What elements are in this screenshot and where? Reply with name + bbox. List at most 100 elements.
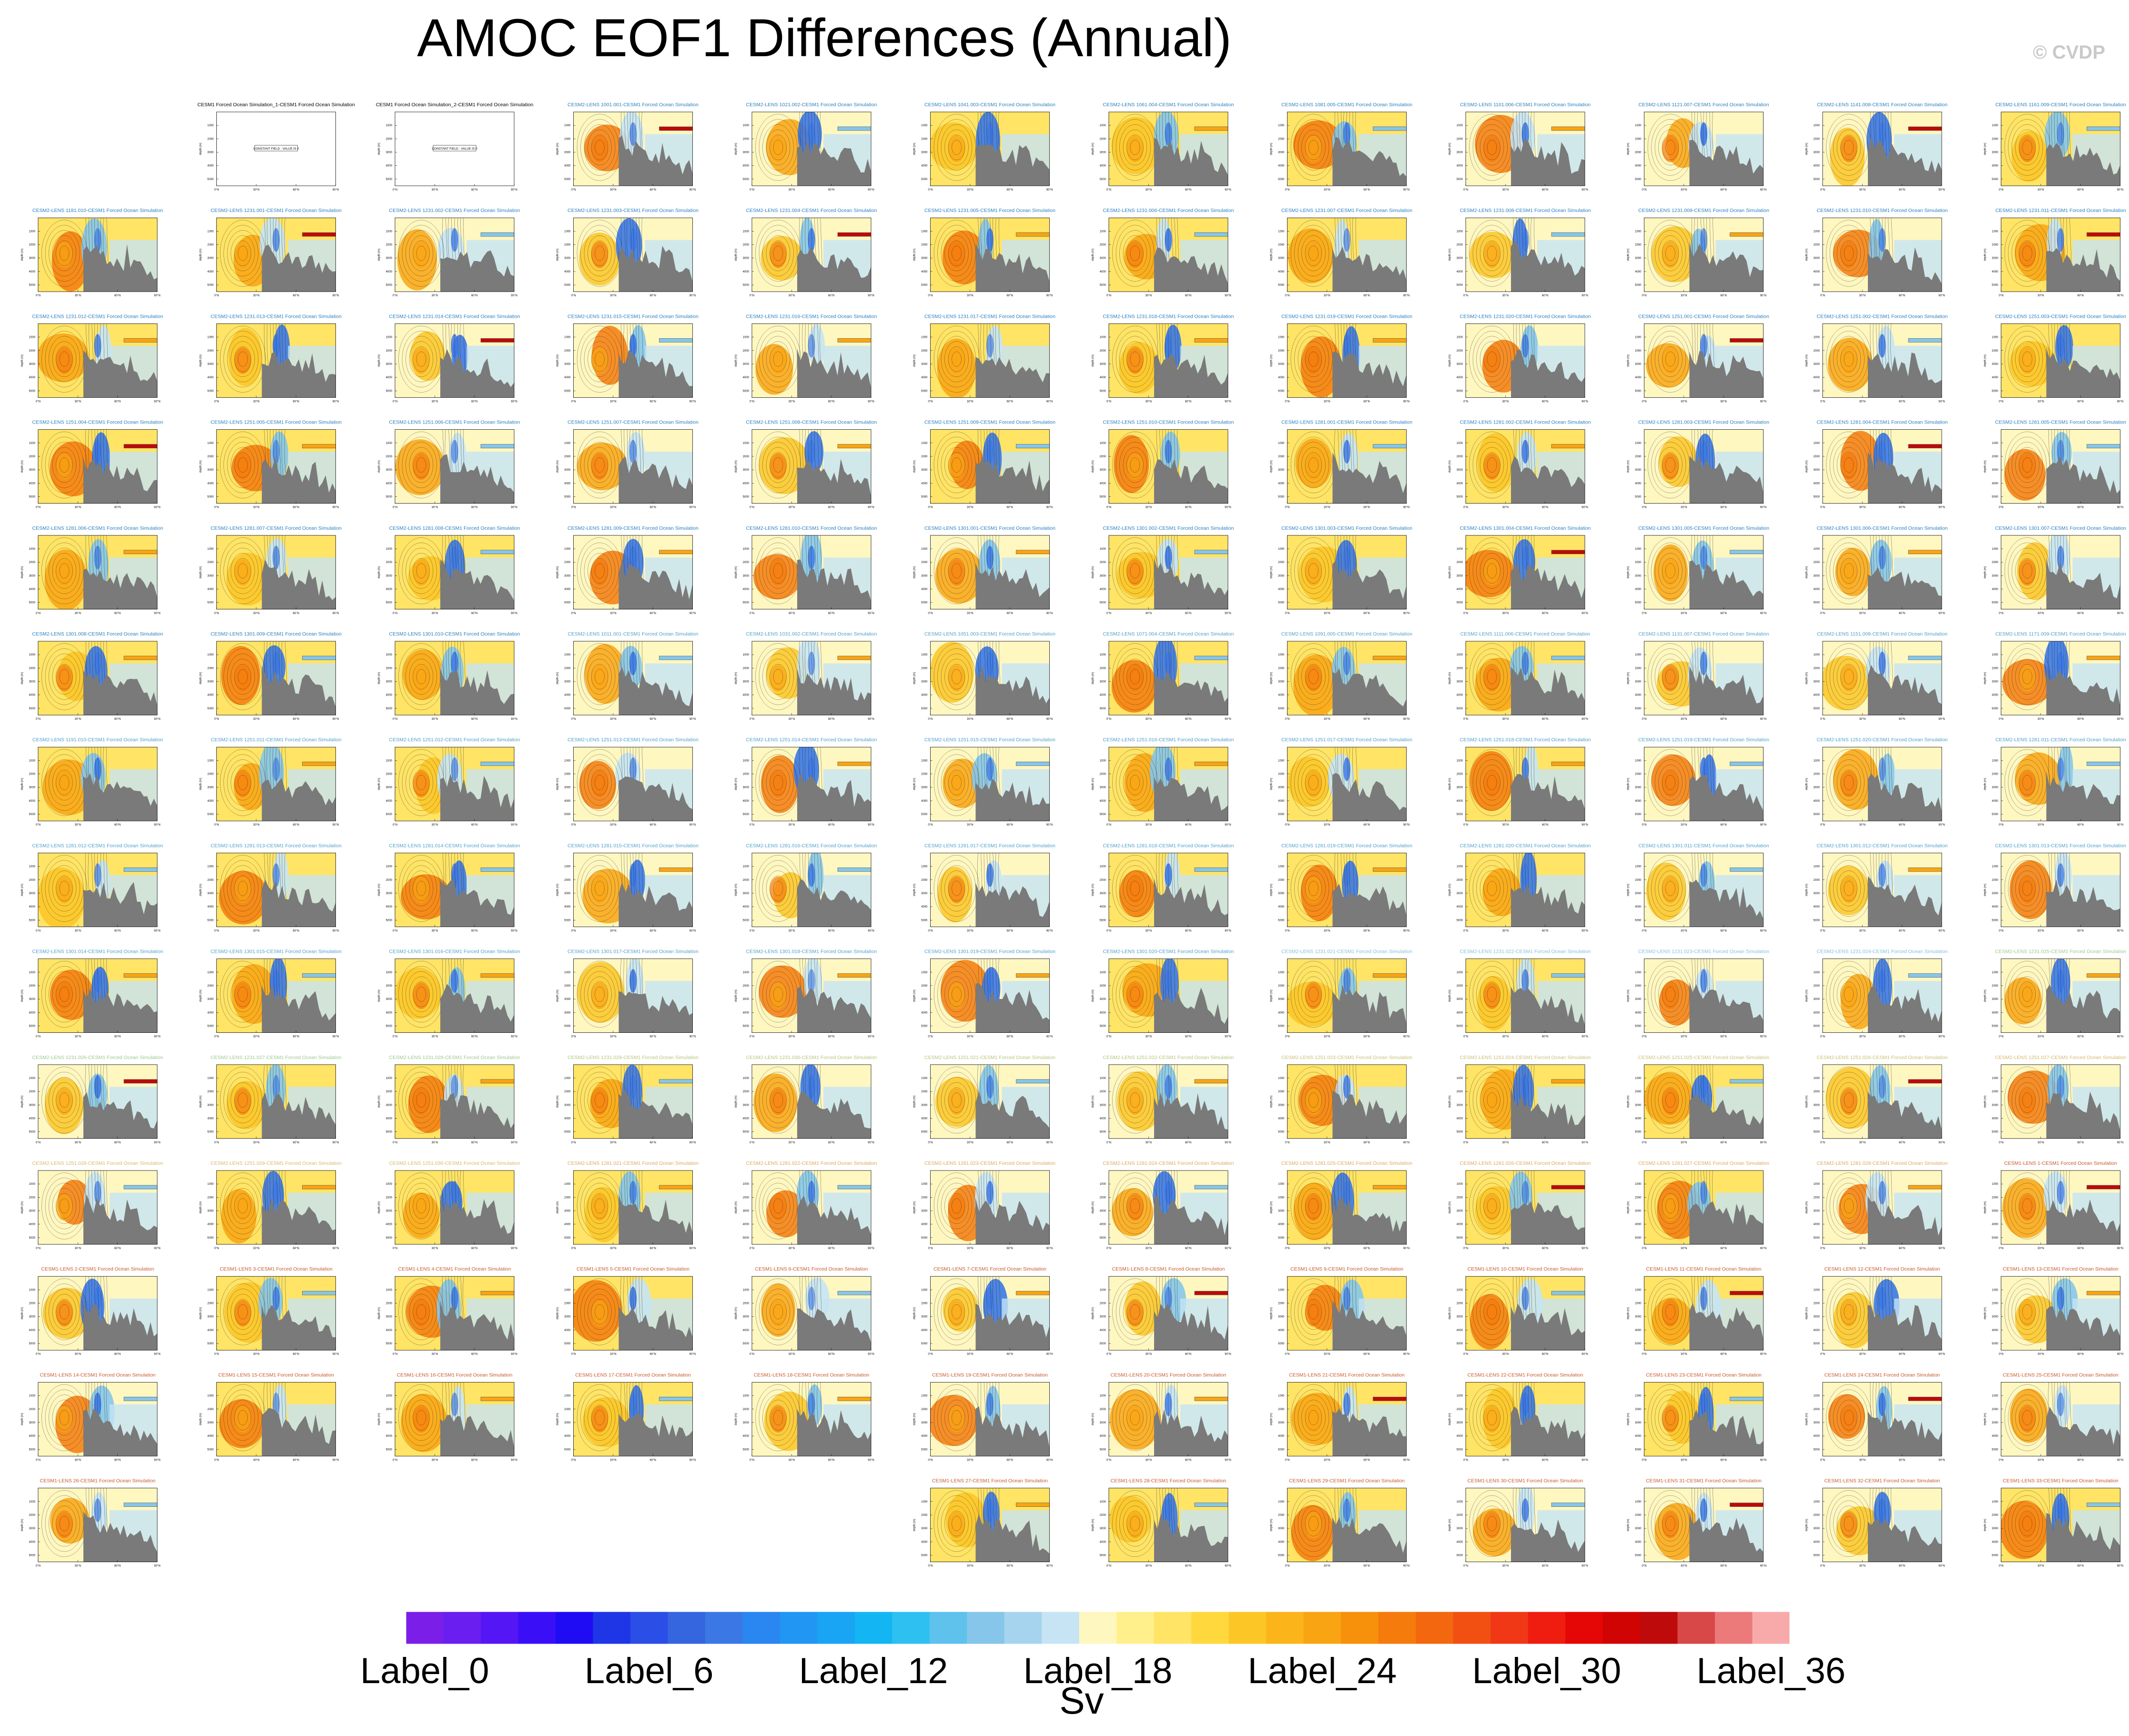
panel: CESM2-LENS 1251.010-CESM1 Forced Ocean S… [1092, 420, 1234, 509]
y-tick-label: 2000 [1100, 1196, 1106, 1199]
bathymetry [618, 776, 693, 821]
y-tick-label: 3000 [1814, 575, 1820, 577]
x-tick-label: 0°N [750, 400, 754, 403]
x-tick-label: 30°N [2038, 1565, 2044, 1568]
x-tick-label: 30°N [1681, 506, 1687, 509]
y-tick-label: 2000 [1635, 1408, 1642, 1411]
y-tick-label: 2000 [1814, 561, 1820, 564]
panel: CESM1-LENS 3-CESM1 Forced Ocean Simulati… [200, 1266, 339, 1356]
y-tick-label: 4000 [1457, 1541, 1463, 1544]
x-tick-label: 60°N [114, 718, 121, 721]
y-axis-label: depth (m) [21, 1519, 24, 1531]
panel-frame [216, 853, 336, 927]
y-tick-label: 1000 [921, 442, 928, 445]
panel-frame [930, 959, 1050, 1033]
panel-title: CESM2-LENS 1281.009-CESM1 Forced Ocean S… [568, 525, 699, 531]
y-axis-label: depth (m) [735, 1413, 738, 1425]
x-tick-label: 0°N [214, 1459, 219, 1462]
y-axis-label: depth (m) [1984, 989, 1987, 1002]
x-tick-label: 30°N [1859, 1141, 1865, 1144]
y-tick-label: 5000 [743, 707, 750, 710]
y-tick-label: 5000 [1992, 602, 1998, 605]
panel-plot [38, 959, 157, 1033]
x-tick-label: 0°N [1998, 294, 2003, 297]
y-tick-label: 4000 [386, 588, 393, 591]
panel: CESM2-LENS 1301.014-CESM1 Forced Ocean S… [21, 949, 163, 1039]
panel-title: CESM2-LENS 1281.013-CESM1 Forced Ocean S… [211, 843, 342, 848]
bathymetry [1511, 1303, 1585, 1351]
y-tick-label: 3000 [29, 681, 36, 684]
x-tick-label: 60°N [293, 189, 299, 192]
x-tick-label: 30°N [789, 1353, 795, 1356]
y-axis-label: depth (m) [1805, 778, 1808, 790]
y-axis-label: depth (m) [1270, 989, 1273, 1002]
y-tick-label: 1000 [564, 1395, 571, 1398]
y-tick-label: 4000 [564, 588, 571, 591]
panel-frame [1644, 641, 1764, 716]
y-tick-label: 1000 [1100, 230, 1106, 233]
x-tick-label: 0°N [36, 1565, 41, 1568]
y-tick-label: 5000 [29, 284, 36, 287]
y-tick-label: 2000 [1635, 244, 1642, 247]
colorbar-box [780, 1612, 818, 1644]
panel: CESM2-LENS 1281.026-CESM1 Forced Ocean S… [1449, 1161, 1591, 1250]
y-tick-label: 3000 [1814, 681, 1820, 684]
x-tick-label: 90°N [333, 1141, 339, 1144]
y-tick-label: 4000 [1100, 800, 1106, 803]
x-tick-label: 90°N [1403, 929, 1409, 932]
x-tick-label: 60°N [1542, 1565, 1548, 1568]
x-tick-label: 30°N [75, 612, 81, 615]
y-tick-label: 4000 [743, 694, 750, 697]
y-tick-label: 4000 [1992, 1118, 1998, 1120]
x-tick-label: 90°N [2117, 929, 2123, 932]
panel-frame [216, 1382, 336, 1456]
y-axis-label: depth (m) [378, 143, 381, 155]
y-tick-label: 2000 [1278, 667, 1285, 670]
y-tick-label: 5000 [564, 1131, 571, 1134]
y-tick-label: 4000 [1992, 1011, 1998, 1014]
panel-plot [216, 747, 336, 821]
panel-frame [573, 959, 693, 1033]
y-tick-label: 5000 [207, 1342, 214, 1345]
x-tick-label: 30°N [1859, 506, 1865, 509]
panel: CESM1-LENS 26-CESM1 Forced Ocean Simulat… [21, 1478, 161, 1568]
y-tick-label: 2000 [386, 667, 393, 670]
x-tick-label: 90°N [1582, 400, 1588, 403]
x-tick-label: 60°N [114, 1141, 121, 1144]
panel-title: CESM2-LENS 1251.002-CESM1 Forced Ocean S… [1817, 313, 1948, 319]
y-tick-label: 5000 [921, 602, 928, 605]
y-tick-label: 1000 [207, 1077, 214, 1080]
panel-title: CESM1-LENS 29-CESM1 Forced Ocean Simulat… [1289, 1478, 1405, 1484]
y-tick-label: 3000 [743, 469, 750, 472]
panel: CESM2-LENS 1301.005-CESM1 Forced Ocean S… [1627, 525, 1770, 615]
colorbar-box [1752, 1612, 1790, 1644]
y-tick-label: 1000 [1100, 1289, 1106, 1292]
y-tick-label: 3000 [207, 892, 214, 895]
y-tick-label: 3000 [386, 575, 393, 577]
x-tick-label: 30°N [432, 1141, 438, 1144]
y-tick-label: 2000 [1992, 138, 1998, 141]
bathymetry [1511, 139, 1585, 186]
bathymetry [618, 1194, 693, 1244]
y-axis-label: depth (m) [1092, 249, 1095, 261]
x-tick-label: 60°N [1185, 1141, 1191, 1144]
y-tick-label: 4000 [921, 1541, 928, 1544]
y-axis-label: depth (m) [1270, 249, 1273, 261]
panel-title: CESM2-LENS 1281.020-CESM1 Forced Ocean S… [1460, 843, 1591, 848]
x-tick-label: 90°N [1582, 718, 1588, 721]
panel-plot [930, 959, 1050, 1033]
panel-title: CESM2-LENS 1301.014-CESM1 Forced Ocean S… [32, 949, 163, 955]
y-tick-label: 5000 [1635, 1131, 1642, 1134]
y-tick-label: 3000 [1992, 1104, 1998, 1107]
x-tick-label: 0°N [1820, 929, 1825, 932]
bathymetry [1868, 452, 1942, 504]
bathymetry [1332, 668, 1407, 715]
panel: CESM1-LENS 7-CESM1 Forced Ocean Simulati… [913, 1266, 1053, 1356]
y-tick-label: 4000 [1814, 165, 1820, 168]
panel-plot [395, 1276, 514, 1351]
x-tick-label: 30°N [1681, 1459, 1687, 1462]
y-tick-label: 2000 [1992, 455, 1998, 458]
x-tick-label: 60°N [471, 1353, 477, 1356]
panel: CESM1-LENS 6-CESM1 Forced Ocean Simulati… [735, 1266, 874, 1356]
colorbar-box [742, 1612, 781, 1644]
